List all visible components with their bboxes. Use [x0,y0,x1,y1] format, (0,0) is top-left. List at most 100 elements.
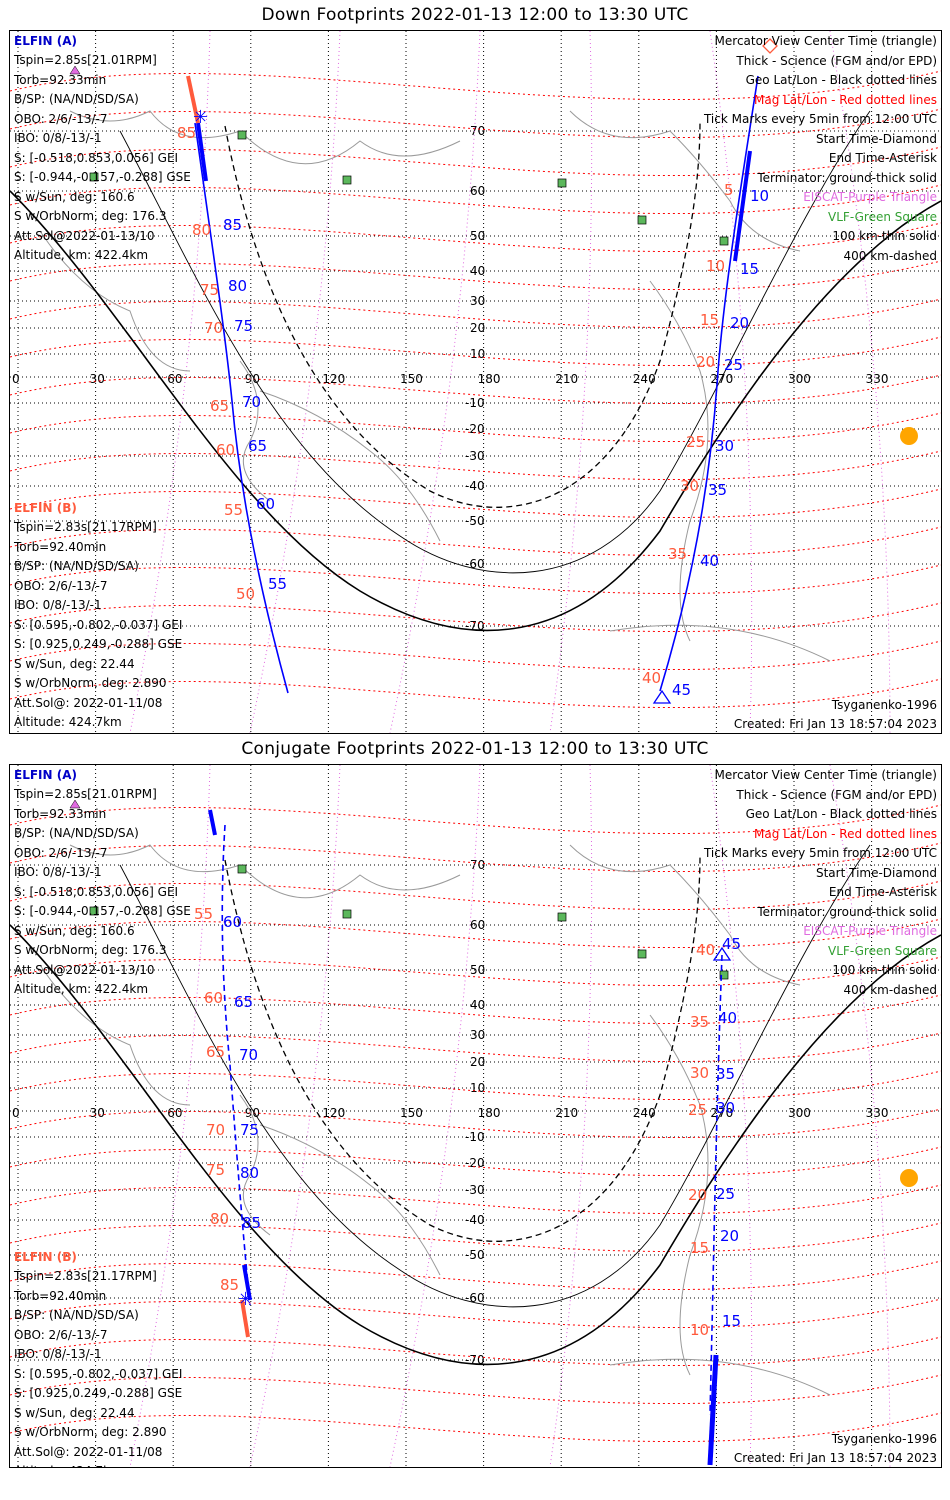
mag-parallel [10,842,941,872]
tick-label-b: 60 [204,989,223,1007]
lon-tick-label: 150 [400,372,423,386]
mag-parallel [10,412,941,442]
info-line: OBO: 2/6/-13/-7 [14,1327,108,1342]
info-line: S: [0.925,0.249,-0.288] GSE [14,1386,183,1400]
info-line: Att.Sol@: 2022-01-11/08 [14,695,163,710]
lon-tick-label: 240 [633,372,656,386]
tick-label-a: 20 [730,314,749,332]
elfin-a-track [194,122,289,694]
legend-item: VLF-Green Square [828,943,937,958]
sun-icon [900,427,918,445]
vlf-square [89,906,99,916]
center-time-triangle [652,689,672,704]
vlf-square [719,970,729,980]
legend-item: 100 km-thin solid [832,229,937,243]
tick-label-b: 35 [668,545,687,563]
created-label: Created: Fri Jan 13 18:57:04 2023 [733,717,937,731]
tick-label-a: 65 [248,437,267,455]
lon-tick-label: 120 [322,1106,345,1120]
tick-label-b: 80 [192,221,211,239]
lat-tick-label: -40 [465,1213,485,1227]
legend-item: 100 km-thin solid [832,963,937,977]
lon-tick-label: 30 [90,1106,105,1120]
tick-label-a: 40 [718,1009,737,1027]
lat-tick-label: 50 [470,963,485,977]
tick-label-b: 30 [690,1064,709,1082]
tick-label-b: 85 [220,1276,239,1294]
tick-label-a: 20 [720,1227,739,1245]
legend-item: Geo Lat/Lon - Black dotted lines [745,73,937,87]
tick-label-a: 70 [239,1046,258,1064]
legend-item: Start Time-Diamond [815,131,937,146]
sun-icon [900,1169,918,1187]
tick-label-b: 10 [690,1321,709,1339]
tick-label-b: 35 [690,1013,709,1031]
info-line: IBO: 0/8/-13/-1 [14,598,102,612]
vlf-square [342,175,352,185]
vlf-square [637,949,647,959]
info-line: Altitude, km: 422.4km [14,982,149,996]
mag-parallel [10,678,941,708]
legend-item: VLF-Green Square [828,209,937,224]
info-line: Torb=92.33min [14,806,107,821]
coastline [39,964,191,1106]
info-line: S: [0.925,0.249,-0.288] GSE [14,637,183,651]
info-line: S w/OrbNorm, deg: 2.890 [14,1425,167,1439]
info-line: Tspin=2.83s[21.17RPM] [14,1269,157,1283]
lat-tick-label: -50 [465,514,485,528]
vlf-square [342,909,352,919]
lon-tick-label: 270 [710,1106,733,1120]
tick-label-a: 85 [242,1214,261,1232]
model-label: Tsyganenko-1996 [831,698,937,712]
lon-tick-label: 30 [90,372,105,386]
elfin-a-info: ELFIN (A) Tspin=2.85s[21.01RPM] Torb=92.33… [14,768,191,1002]
elfin-b-info: ELFIN (B) Tspin=2.83s[21.17RPM] Torb=92.40… [14,501,183,733]
lon-tick-label: 240 [633,1106,656,1120]
tick-label-b: 55 [194,905,213,923]
info-line: Tspin=2.85s[21.01RPM] [14,787,157,801]
lat-tick-label: -50 [465,1248,485,1262]
lat-tick-label: -20 [465,422,485,436]
mag-parallel [10,956,941,986]
lat-tick-label: 40 [470,264,485,278]
info-line: Torb=92.40min [14,539,107,554]
terminator-100km [119,844,871,1308]
vlf-square [557,178,567,188]
conjugate-footprints-map: 0306090120150180210240270300330360706050… [9,764,942,1468]
tick-label-a: 10 [750,187,769,205]
elfin-b-science [186,75,200,124]
tick-label-b: 75 [200,281,219,299]
lat-tick-label: 50 [470,229,485,243]
tick-label-a: 30 [716,1099,735,1117]
lon-tick-label: 270 [710,372,733,386]
mag-parallel [10,1298,941,1328]
map-canvas: 0306090120150180210240270300330360706050… [10,765,941,1467]
lat-tick-label: 10 [470,347,485,361]
legend-item: Mag Lat/Lon - Red dotted lines [753,92,937,107]
lat-tick-label: 60 [470,184,485,198]
lat-tick-label: 60 [470,918,485,932]
elfin-a-science [707,1354,719,1466]
mag-parallel [10,640,941,670]
legend-item: Terminator: ground-thick solid [757,904,937,919]
tick-label-b: 20 [688,1186,707,1204]
mag-parallel [10,1336,941,1366]
tick-label-a: 35 [708,481,727,499]
legend-item: Mercator View Center Time (triangle) [714,34,937,48]
tick-label-a: 30 [715,437,734,455]
coastline [649,1014,709,1376]
mag-parallel [10,222,941,252]
lat-tick-label: -30 [465,449,485,463]
lon-tick-label: 180 [478,1106,501,1120]
mag-parallel [10,1260,941,1290]
elfin-a-science [208,809,217,836]
legend-item: 400 km-dashed [843,982,937,997]
legend-item: Start Time-Diamond [815,865,937,880]
tick-label-b: 20 [696,353,715,371]
lat-tick-label: 70 [470,858,485,872]
lat-tick-label: 20 [470,1055,485,1069]
mag-parallel [10,70,941,100]
coastline [239,360,271,502]
tick-label-b: 5 [724,181,734,199]
tick-label-b: 65 [206,1043,225,1061]
